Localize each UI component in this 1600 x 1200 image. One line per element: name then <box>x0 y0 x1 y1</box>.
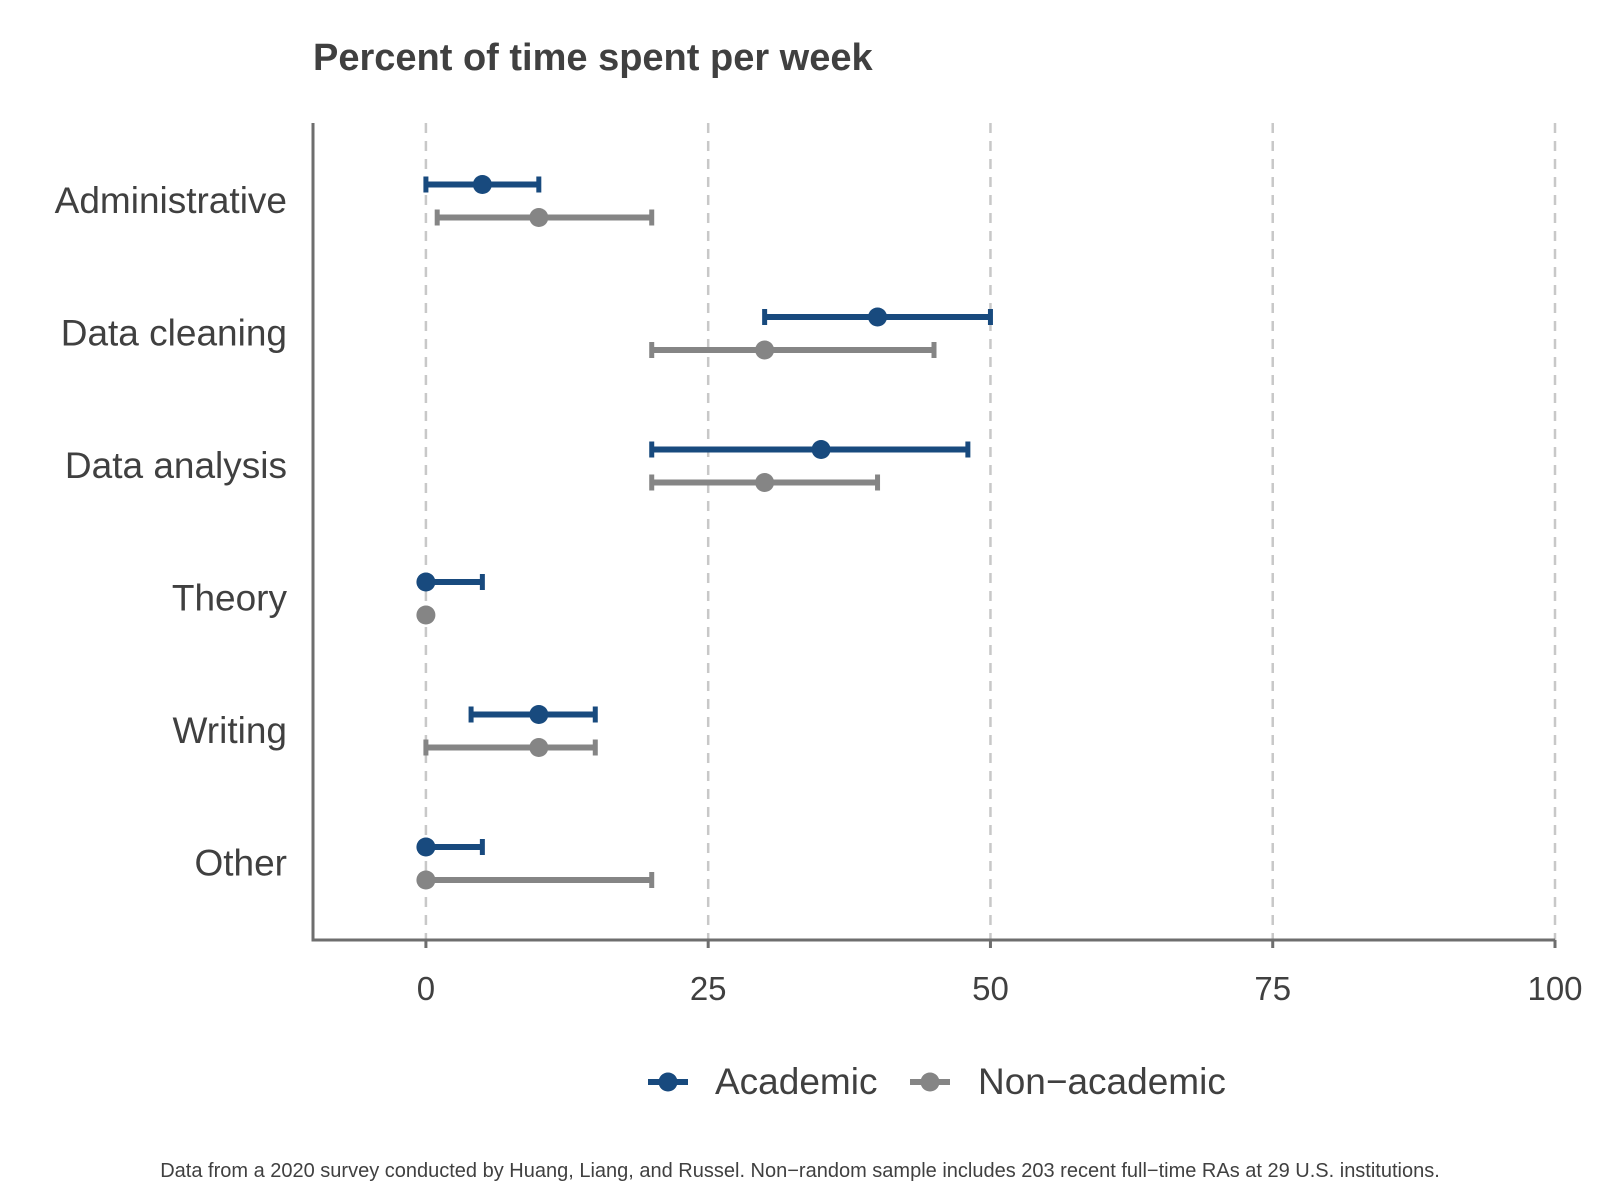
data-point <box>416 572 436 592</box>
data-point <box>529 705 549 724</box>
grid <box>424 123 1557 940</box>
data-point <box>472 175 492 194</box>
x-tick-label: 0 <box>417 970 435 1007</box>
interval-mark <box>649 340 937 360</box>
interval-mark <box>416 837 485 857</box>
chart-caption: Data from a 2020 survey conducted by Hua… <box>160 1160 1440 1182</box>
legend: Academic Non−academic <box>648 1061 1226 1102</box>
interval-mark <box>468 705 598 724</box>
y-category-label: Administrative <box>55 180 287 221</box>
data-point <box>416 870 436 890</box>
y-category-label: Data analysis <box>65 445 287 486</box>
data-point <box>416 837 436 857</box>
chart-title: Percent of time spent per week <box>313 37 873 79</box>
y-category-label: Other <box>194 843 287 884</box>
legend-label: Non−academic <box>978 1061 1226 1102</box>
legend-item: Academic <box>648 1061 877 1102</box>
x-tick-label: 75 <box>1254 970 1291 1007</box>
y-category-label: Theory <box>172 578 288 619</box>
plot-area <box>416 175 993 890</box>
interval-mark <box>649 440 971 459</box>
data-point <box>416 605 436 625</box>
axes: 0 25 50 75 100 Administrative Data cleaning Dat… <box>55 123 1583 1007</box>
interval-mark <box>423 738 598 757</box>
legend-key-dot <box>920 1072 940 1092</box>
data-point <box>755 473 775 492</box>
x-tick-label: 100 <box>1527 970 1582 1007</box>
data-point <box>811 440 831 459</box>
interval-mark <box>762 307 993 327</box>
y-category-label: Data cleaning <box>61 313 287 354</box>
legend-item: Non−academic <box>910 1061 1226 1102</box>
x-tick-label: 50 <box>972 970 1009 1007</box>
data-point <box>529 208 549 227</box>
interval-mark <box>416 605 436 625</box>
x-tick-label: 25 <box>690 970 727 1007</box>
y-category-label: Writing <box>173 710 287 751</box>
interval-mark <box>416 572 485 592</box>
legend-label: Academic <box>715 1061 877 1102</box>
interval-mark <box>649 473 881 492</box>
interval-mark <box>434 208 655 227</box>
interval-mark <box>423 175 542 194</box>
data-point <box>529 738 549 757</box>
legend-key-dot <box>658 1072 678 1092</box>
data-point <box>868 307 888 327</box>
data-point <box>755 340 775 360</box>
interval-mark <box>416 870 655 890</box>
